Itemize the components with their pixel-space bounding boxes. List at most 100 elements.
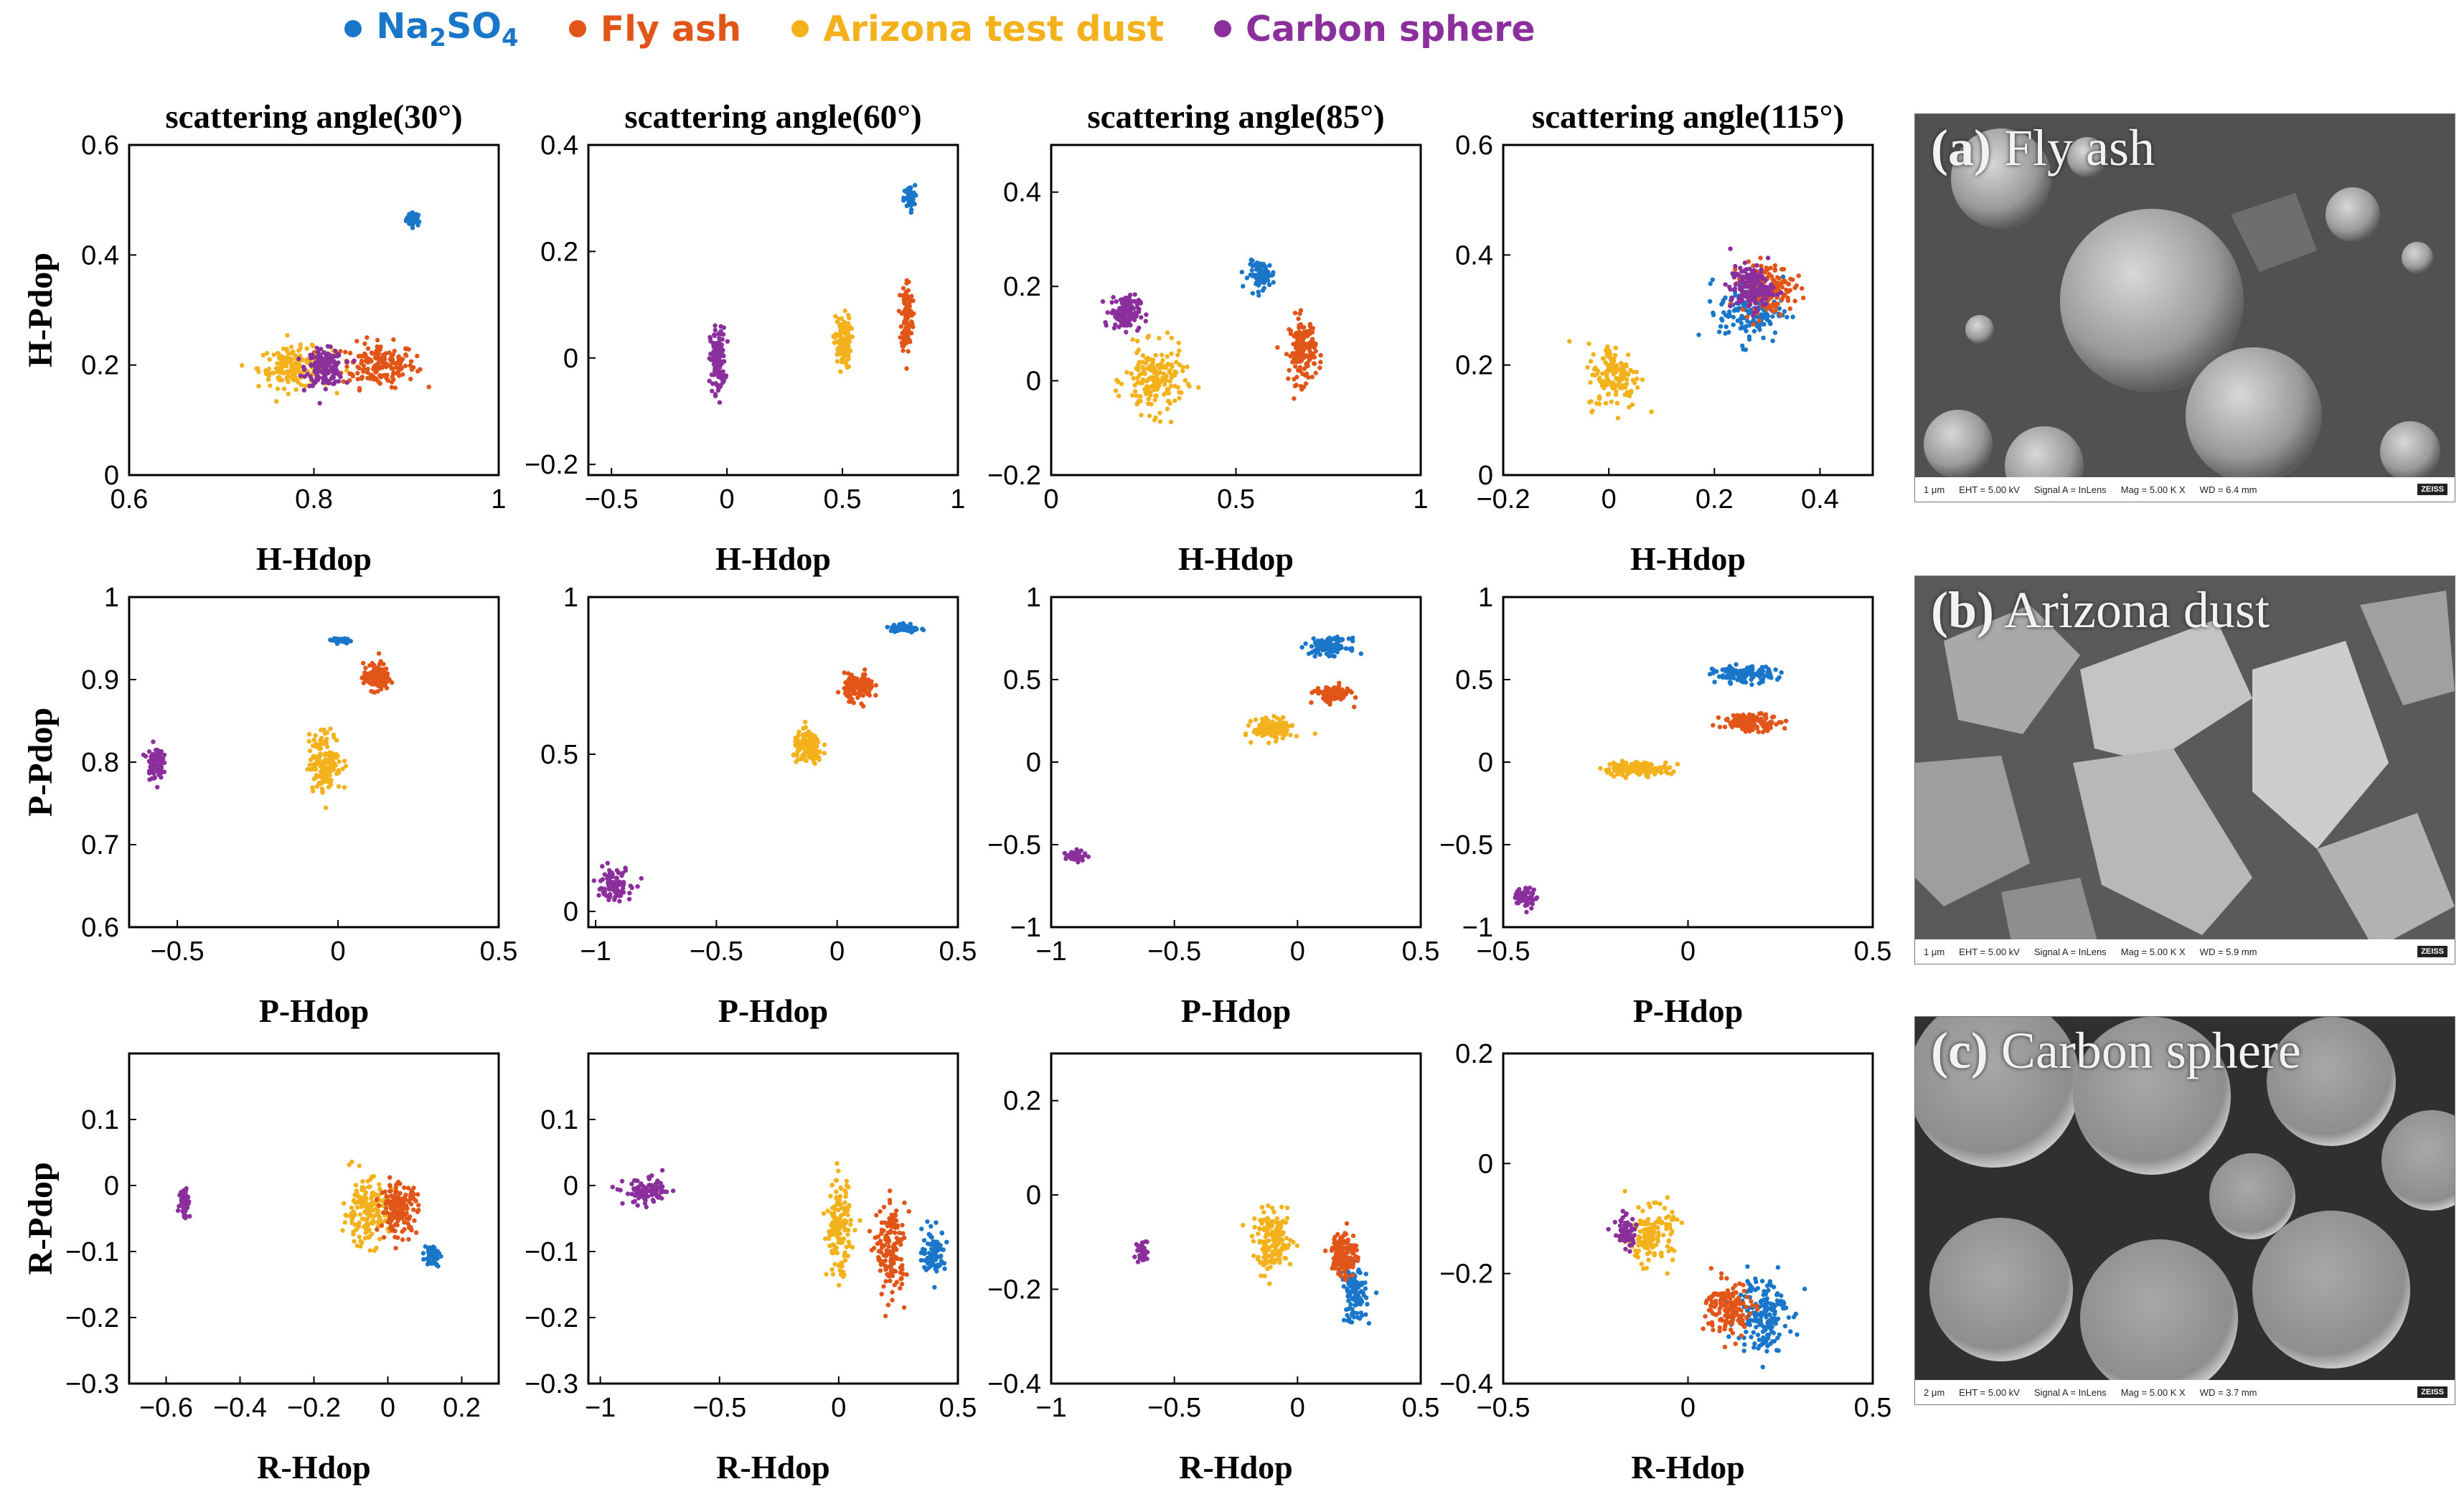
data-point bbox=[320, 762, 325, 768]
data-point bbox=[154, 764, 159, 769]
data-point bbox=[1733, 282, 1738, 287]
data-point bbox=[1295, 337, 1300, 342]
data-point bbox=[1146, 401, 1151, 406]
data-point bbox=[391, 360, 396, 365]
data-point bbox=[359, 361, 364, 366]
data-point bbox=[906, 349, 911, 354]
data-point bbox=[298, 346, 303, 351]
data-point bbox=[1784, 718, 1789, 723]
data-point bbox=[1614, 400, 1620, 405]
data-point bbox=[1728, 246, 1733, 251]
data-point bbox=[619, 880, 624, 886]
data-point bbox=[1613, 345, 1618, 350]
data-point bbox=[1758, 670, 1764, 675]
data-point bbox=[402, 1220, 407, 1225]
data-point bbox=[881, 1284, 886, 1289]
data-point bbox=[1157, 419, 1163, 424]
y-tick-label: 0 bbox=[104, 461, 119, 491]
data-point bbox=[1614, 376, 1619, 382]
data-point bbox=[712, 333, 718, 339]
series-arizona-test-dust bbox=[1113, 330, 1201, 425]
data-point bbox=[333, 348, 338, 354]
data-point bbox=[382, 354, 387, 359]
x-tick-label: −0.2 bbox=[287, 1393, 341, 1423]
data-point bbox=[1297, 348, 1302, 353]
data-point bbox=[365, 1217, 370, 1223]
data-point bbox=[1769, 274, 1774, 279]
data-point bbox=[1625, 372, 1631, 377]
data-point bbox=[898, 1265, 903, 1270]
data-point bbox=[849, 326, 855, 332]
data-point bbox=[707, 334, 713, 340]
data-point bbox=[1769, 675, 1774, 680]
data-point bbox=[154, 747, 159, 753]
data-point bbox=[342, 759, 347, 764]
data-point bbox=[1724, 324, 1729, 329]
scatter-panel-r1-c0: −0.5 0 0.50.60.70.80.91P-Hdop bbox=[81, 583, 517, 1029]
y-tick-label: −0.5 bbox=[987, 830, 1041, 860]
data-point bbox=[1516, 897, 1521, 903]
scatter-panel-r2-c0: −0.6 −0.4 −0.2 0 0.2−0.3−0.2−0.100.1R-Hdop bbox=[65, 1052, 500, 1485]
data-point bbox=[901, 1305, 907, 1310]
data-point bbox=[919, 1226, 924, 1231]
data-point bbox=[1754, 309, 1760, 314]
data-point bbox=[314, 375, 320, 380]
data-point bbox=[1729, 296, 1735, 301]
data-point bbox=[1711, 310, 1716, 316]
data-point bbox=[1779, 670, 1784, 675]
data-point bbox=[316, 367, 321, 372]
y-tick-label: 0.7 bbox=[81, 830, 119, 860]
data-point bbox=[1284, 352, 1289, 357]
data-point bbox=[1530, 901, 1535, 906]
data-point bbox=[886, 1274, 892, 1279]
data-point bbox=[408, 377, 413, 382]
data-point bbox=[377, 381, 382, 386]
data-point bbox=[1080, 858, 1085, 863]
x-tick-label: −1 bbox=[580, 936, 611, 967]
data-point bbox=[1243, 732, 1249, 738]
data-point bbox=[839, 316, 845, 321]
data-point bbox=[1784, 314, 1790, 320]
data-point bbox=[1256, 283, 1261, 288]
data-point bbox=[323, 387, 328, 392]
data-point bbox=[146, 769, 152, 774]
data-point bbox=[888, 1188, 893, 1193]
data-point bbox=[384, 677, 389, 682]
data-point bbox=[409, 359, 414, 364]
data-point bbox=[1119, 381, 1124, 387]
data-point bbox=[1766, 667, 1771, 672]
data-point bbox=[834, 1161, 840, 1166]
y-tick-label: 0.8 bbox=[81, 748, 119, 778]
data-point bbox=[830, 1251, 836, 1256]
data-point bbox=[392, 348, 397, 354]
x-axis-label: H-Hdop bbox=[1630, 540, 1746, 577]
data-point bbox=[1614, 389, 1619, 394]
x-tick-label: 0 bbox=[1290, 936, 1305, 967]
data-point bbox=[318, 751, 323, 756]
data-point bbox=[905, 294, 910, 299]
y-tick-label: 0.9 bbox=[81, 665, 119, 695]
data-point bbox=[620, 870, 625, 875]
data-point bbox=[713, 361, 718, 366]
data-point bbox=[1284, 729, 1289, 734]
data-point bbox=[1321, 693, 1327, 698]
data-point bbox=[293, 353, 298, 358]
data-point bbox=[1114, 377, 1119, 382]
data-point bbox=[398, 1213, 403, 1218]
data-point bbox=[1618, 376, 1623, 381]
data-point bbox=[391, 337, 396, 342]
data-point bbox=[934, 1220, 939, 1225]
data-point bbox=[1746, 304, 1751, 309]
data-point bbox=[267, 357, 272, 362]
data-point bbox=[1716, 674, 1722, 679]
x-tick-label: −0.5 bbox=[585, 484, 639, 515]
data-point bbox=[1145, 385, 1151, 390]
data-point bbox=[1720, 667, 1725, 672]
data-point bbox=[281, 370, 286, 376]
data-point bbox=[1162, 364, 1167, 369]
data-point bbox=[1172, 398, 1177, 403]
data-point bbox=[1309, 644, 1315, 649]
data-point bbox=[276, 365, 281, 370]
data-point bbox=[175, 1208, 181, 1213]
data-point bbox=[1122, 316, 1128, 322]
